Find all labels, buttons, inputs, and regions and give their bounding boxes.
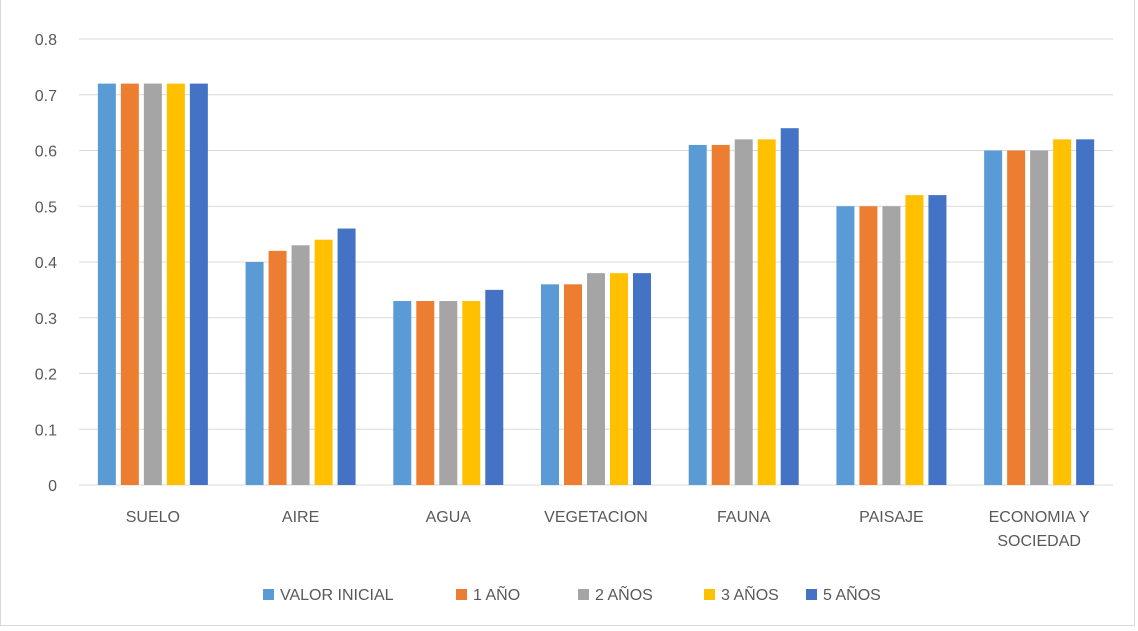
y-axis-ticks: 0 0.1 0.2 0.3 0.4 0.5 0.6 0.7 0.8 <box>35 32 57 495</box>
x-tick-label: SUELO <box>126 509 180 526</box>
x-tick-label: FAUNA <box>717 509 771 526</box>
legend-swatch <box>704 589 715 600</box>
bar <box>734 139 753 485</box>
y-tick-label: 0.3 <box>35 311 57 328</box>
bar <box>120 83 139 485</box>
bars <box>97 83 1095 486</box>
y-tick-label: 0.8 <box>35 32 57 49</box>
bar <box>1076 139 1095 485</box>
bar <box>189 83 208 485</box>
bar <box>905 195 924 485</box>
bar <box>564 284 582 485</box>
bar <box>485 289 504 485</box>
y-tick-label: 0 <box>48 478 57 495</box>
legend-label: 5 AÑOS <box>823 584 881 604</box>
bar <box>780 128 799 485</box>
bar <box>836 206 855 485</box>
bar <box>541 284 559 485</box>
bar <box>337 228 356 486</box>
bar <box>439 301 458 485</box>
x-tick-label: AIRE <box>282 509 319 526</box>
bar <box>462 301 481 485</box>
bar <box>393 301 412 485</box>
y-tick-label: 0.7 <box>35 88 57 105</box>
x-tick-label: VEGETACION <box>544 509 648 526</box>
bar <box>166 83 185 485</box>
bar <box>882 206 901 485</box>
bar <box>1030 150 1049 485</box>
bar <box>268 250 287 485</box>
y-tick-label: 0.4 <box>35 255 57 272</box>
bar <box>711 144 730 486</box>
y-tick-label: 0.6 <box>35 144 57 161</box>
legend-label: VALOR INICIAL <box>280 587 394 604</box>
bar <box>633 273 651 485</box>
bar <box>859 206 878 485</box>
bar <box>587 273 605 485</box>
y-tick-label: 0.2 <box>35 367 57 384</box>
bar <box>416 301 435 485</box>
legend-swatch <box>456 589 467 600</box>
bar <box>1007 150 1026 485</box>
bar <box>688 144 707 486</box>
legend-label: 3 AÑOS <box>721 584 779 604</box>
legend-swatch <box>578 589 589 600</box>
x-axis-ticks: SUELO AIRE AGUA VEGETACION FAUNA PAISAJE ECONO… <box>126 509 1090 550</box>
bar <box>984 150 1003 485</box>
legend-label: 1 AÑO <box>473 584 520 604</box>
legend-swatch <box>263 589 274 600</box>
x-tick-label: PAISAJE <box>859 509 924 526</box>
legend: VALOR INICIAL 1 AÑO 2 AÑOS 3 AÑOS 5 AÑOS <box>263 584 881 604</box>
bar <box>245 262 264 485</box>
x-tick-label: AGUA <box>426 509 472 526</box>
bar <box>757 139 776 485</box>
bar <box>610 273 628 485</box>
bar <box>291 245 310 485</box>
bar <box>143 83 162 485</box>
bar <box>928 195 947 485</box>
bar <box>314 239 333 485</box>
y-tick-label: 0.5 <box>35 199 57 216</box>
x-tick-label: ECONOMIA Y SOCIEDAD <box>989 509 1090 550</box>
bar <box>97 83 116 485</box>
legend-swatch <box>806 589 817 600</box>
bar <box>1053 139 1072 485</box>
legend-label: 2 AÑOS <box>595 584 653 604</box>
y-tick-label: 0.1 <box>35 422 57 439</box>
